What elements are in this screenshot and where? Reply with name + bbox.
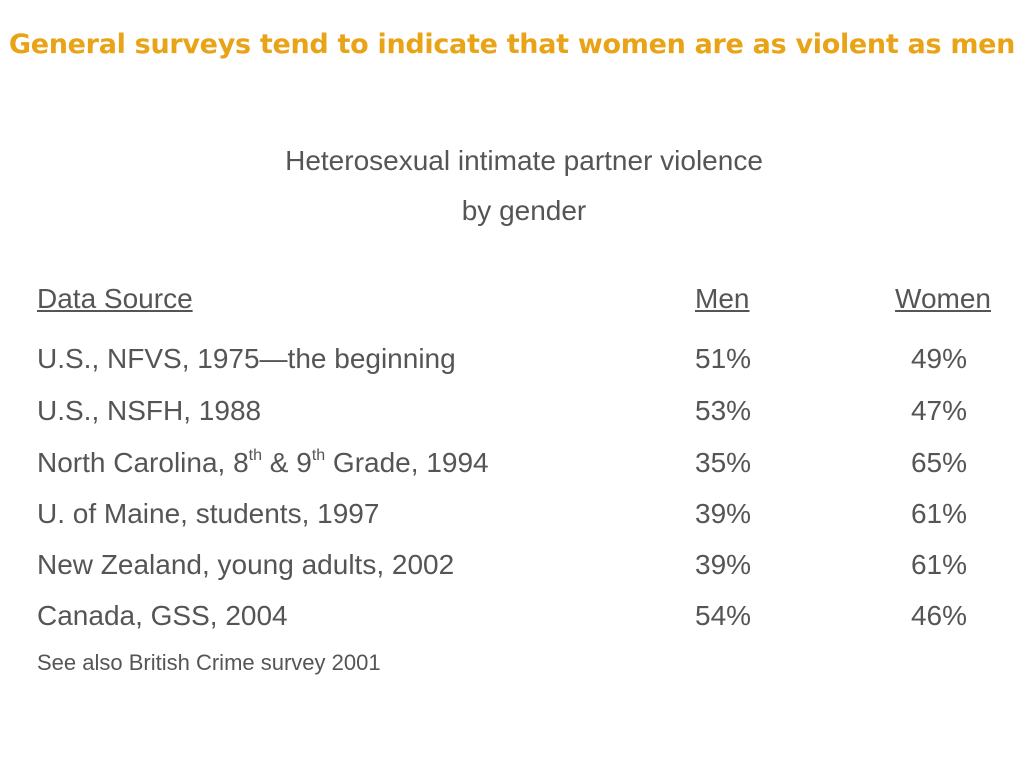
row-source: North Carolina, 8th & 9th Grade, 1994 bbox=[37, 443, 489, 483]
header-men: Men bbox=[695, 283, 750, 314]
row-women-value: 49% bbox=[910, 343, 967, 374]
row-source-part: North Carolina, 8 bbox=[37, 447, 249, 478]
header-women: Women bbox=[895, 283, 991, 314]
table-row: U. of Maine, students, 1997 39% 61% bbox=[37, 494, 997, 534]
row-women-value: 65% bbox=[910, 447, 967, 478]
row-men-value: 51% bbox=[695, 343, 752, 374]
row-source-part: Grade, 1994 bbox=[325, 447, 489, 478]
row-women-value: 61% bbox=[910, 498, 967, 529]
row-source-part: & 9 bbox=[262, 447, 312, 478]
row-women-value: 47% bbox=[910, 395, 967, 426]
header-data-source: Data Source bbox=[37, 283, 193, 314]
row-source: Canada, GSS, 2004 bbox=[37, 600, 288, 631]
row-women-value: 46% bbox=[910, 600, 967, 631]
footnote: See also British Crime survey 2001 bbox=[37, 650, 381, 675]
table-row: Canada, GSS, 2004 54% 46% bbox=[37, 596, 997, 636]
table-row: U.S., NFVS, 1975—the beginning 51% 49% bbox=[37, 339, 997, 379]
subtitle-line-2: by gender bbox=[461, 195, 587, 226]
row-source: U. of Maine, students, 1997 bbox=[37, 498, 380, 529]
row-women-value: 61% bbox=[910, 549, 967, 580]
subtitle-line-1: Heterosexual intimate partner violence bbox=[285, 145, 763, 176]
row-men-value: 54% bbox=[695, 600, 752, 631]
ordinal-suffix: th bbox=[311, 447, 326, 464]
table-header-row: Data Source Men Women bbox=[37, 279, 997, 319]
table-row: North Carolina, 8th & 9th Grade, 1994 35… bbox=[37, 443, 997, 483]
table-row: U.S., NSFH, 1988 53% 47% bbox=[37, 391, 997, 431]
row-source: U.S., NSFH, 1988 bbox=[37, 395, 262, 426]
row-men-value: 53% bbox=[695, 395, 752, 426]
row-men-value: 39% bbox=[695, 498, 752, 529]
row-source: U.S., NFVS, 1975—the beginning bbox=[37, 343, 456, 374]
row-men-value: 39% bbox=[695, 549, 752, 580]
table-row: New Zealand, young adults, 2002 39% 61% bbox=[37, 545, 997, 585]
slide-subtitle: Heterosexual intimate partner violence b… bbox=[0, 136, 1024, 236]
slide-title: General surveys tend to indicate that wo… bbox=[8, 29, 1016, 60]
row-men-value: 35% bbox=[695, 447, 752, 478]
row-source: New Zealand, young adults, 2002 bbox=[37, 549, 455, 580]
ordinal-suffix: th bbox=[248, 447, 262, 464]
